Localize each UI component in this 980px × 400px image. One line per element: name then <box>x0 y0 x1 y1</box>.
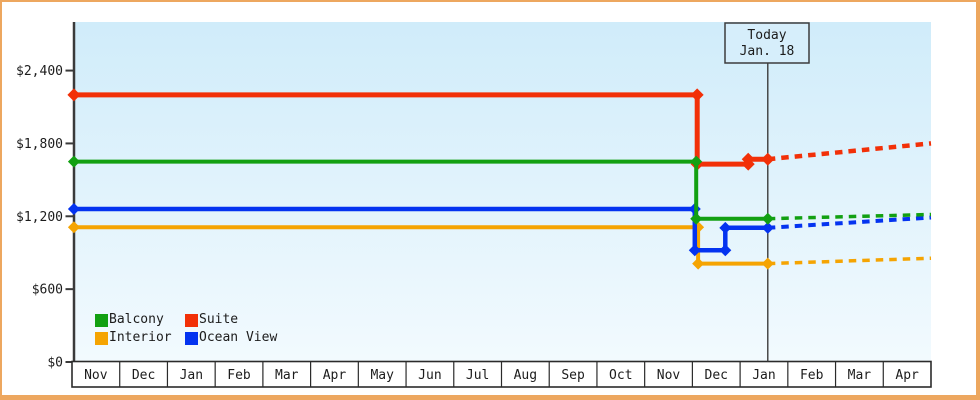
today-box-title: Today <box>747 28 786 43</box>
price-point-marker-balcony <box>761 212 774 225</box>
legend-swatch-icon <box>185 313 198 327</box>
series-history-balcony <box>73 159 768 221</box>
price-point-marker-suite <box>690 88 704 102</box>
price-history-chart: $2,400 $1,800 $1,200 $600 $0 Nov Dec Jan Feb Mar… <box>16 22 932 388</box>
month-label: Apr <box>323 368 347 383</box>
legend-label: Suite <box>199 312 239 327</box>
price-point-marker-suite <box>67 88 81 102</box>
series-forecast-balcony <box>767 212 932 221</box>
price-point-marker-ocean-view <box>67 203 80 215</box>
price-point-marker-ocean-view <box>688 244 701 257</box>
month-label: Jan <box>180 368 203 383</box>
x-axis-month-row: Nov Dec Jan Feb Mar Apr May Jun Jul Aug Sep Oct Nov D… <box>71 360 932 388</box>
price-series-lines <box>67 88 932 270</box>
plot-area <box>75 22 931 361</box>
legend-label: Ocean View <box>199 330 278 345</box>
series-forecast-interior <box>767 256 932 266</box>
price-point-marker-interior <box>761 257 774 270</box>
today-box-border <box>724 22 810 64</box>
month-label: Dec <box>705 368 728 383</box>
price-point-marker-suite <box>761 152 775 166</box>
month-label: Jun <box>418 368 441 383</box>
legend-swatch-icon <box>95 313 108 327</box>
month-label: Jan <box>752 368 775 383</box>
price-point-marker-ocean-view <box>719 244 732 257</box>
legend-item-interior: Interior <box>95 331 185 345</box>
price-point-marker-balcony <box>67 155 80 168</box>
month-label: Sep <box>561 368 585 383</box>
y-tick-label: $1,800 <box>16 137 63 152</box>
y-tick-label: $600 <box>32 283 63 298</box>
month-label: Aug <box>514 368 537 383</box>
y-tick-label: $0 <box>47 356 63 371</box>
month-label: Jul <box>466 368 489 383</box>
month-label: Nov <box>84 368 108 383</box>
today-annotation-box: Today Jan. 18 <box>724 22 810 64</box>
y-axis-ticks: $2,400 $1,800 $1,200 $600 $0 <box>16 64 73 371</box>
y-tick-label: $1,200 <box>16 210 63 225</box>
legend-label: Balcony <box>109 312 164 327</box>
legend-item-suite: Suite <box>185 313 277 327</box>
price-point-marker-ocean-view <box>761 221 774 234</box>
month-label: Apr <box>895 368 919 383</box>
month-label: Dec <box>132 368 155 383</box>
series-history-interior <box>73 225 768 266</box>
price-point-marker-balcony <box>690 155 703 168</box>
legend-swatch-icon <box>185 331 198 345</box>
price-point-marker-balcony <box>690 212 703 225</box>
today-box-date: Jan. 18 <box>740 44 795 59</box>
series-forecast-suite <box>767 141 932 162</box>
legend-item-ocean-view: Ocean View <box>185 331 277 345</box>
month-label: Mar <box>275 368 299 383</box>
price-point-marker-ocean-view <box>719 221 732 234</box>
price-point-marker-interior <box>692 257 705 270</box>
month-label: Mar <box>848 368 872 383</box>
month-label: Nov <box>657 368 681 383</box>
price-point-marker-interior <box>67 221 80 234</box>
month-label: Feb <box>227 368 251 383</box>
series-history-ocean-view <box>73 206 768 253</box>
month-label: May <box>370 368 394 383</box>
legend-label: Interior <box>109 330 172 345</box>
price-point-marker-suite <box>741 152 755 166</box>
legend-swatch-icon <box>95 331 108 345</box>
chart-legend: Balcony Suite Interior Ocean View <box>95 313 277 345</box>
month-label: Oct <box>609 368 632 383</box>
series-forecast-ocean-view <box>767 215 932 230</box>
legend-item-balcony: Balcony <box>95 313 185 327</box>
y-tick-label: $2,400 <box>16 64 63 79</box>
month-label: Feb <box>800 368 824 383</box>
